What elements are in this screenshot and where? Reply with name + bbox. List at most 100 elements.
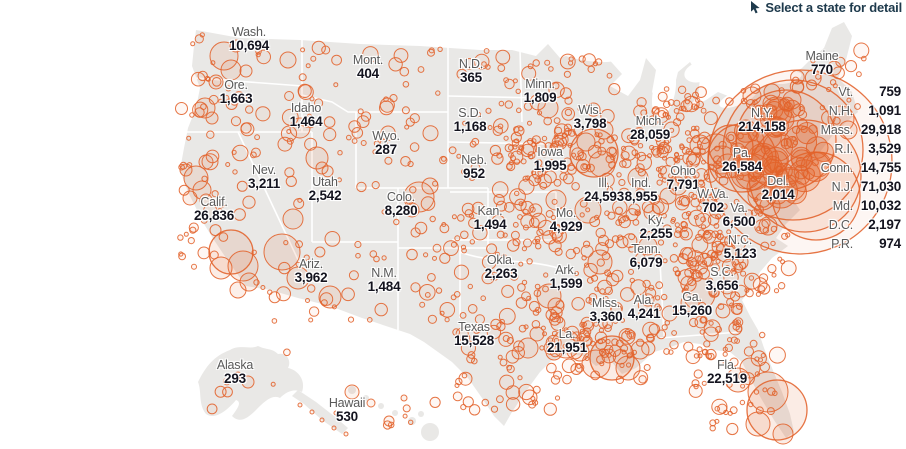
state-abbr: Ill. [598, 176, 610, 190]
side-row-dc[interactable]: D.C. 2,197 [821, 215, 901, 234]
state-label-del[interactable]: Del. 2,014 [762, 174, 795, 202]
state-value: 21,951 [546, 340, 588, 355]
state-label-iowa[interactable]: Iowa 1,995 [534, 145, 567, 173]
state-abbr: Ala. [633, 293, 655, 307]
state-value: 702 [702, 200, 724, 215]
state-value: 10,032 [860, 198, 901, 213]
state-value: 71,030 [860, 179, 901, 194]
side-row-ri[interactable]: R.I. 3,529 [821, 139, 901, 158]
state-abbr: S.D. [458, 106, 482, 120]
state-label-texas[interactable]: Texas 15,528 [454, 320, 494, 348]
state-abbr: Neb. [461, 153, 487, 167]
state-value: 4,241 [627, 306, 661, 321]
state-label-la[interactable]: La. 21,951 [547, 327, 587, 355]
state-value: 14,755 [860, 160, 901, 175]
state-abbr: Nev. [252, 163, 276, 177]
state-label-mo[interactable]: Mo. 4,929 [550, 206, 583, 234]
state-abbr: Del. [767, 174, 789, 188]
state-label-ny[interactable]: N.Y. 214,158 [738, 106, 786, 134]
state-label-pa[interactable]: Pa. 26,584 [722, 146, 762, 174]
side-row-vt[interactable]: Vt. 759 [821, 82, 901, 101]
state-label-sc[interactable]: S.C. 3,656 [706, 265, 739, 293]
state-value: 3,529 [868, 141, 901, 156]
state-label-ariz[interactable]: Ariz. 3,962 [295, 257, 328, 285]
state-label-mont[interactable]: Mont. 404 [353, 53, 383, 81]
side-row-mass[interactable]: Mass. 29,918 [820, 120, 902, 139]
state-label-okla[interactable]: Okla. 2,263 [485, 253, 518, 281]
state-label-fla[interactable]: Fla. 22,519 [707, 358, 747, 386]
state-label-ohio[interactable]: Ohio 7,791 [667, 164, 700, 192]
state-label-nev[interactable]: Nev. 3,211 [248, 163, 280, 191]
state-label-nd[interactable]: N.D. 365 [459, 57, 483, 85]
state-label-minn[interactable]: Minn. 1,809 [524, 77, 557, 105]
state-label-hawaii[interactable]: Hawaii 530 [329, 396, 366, 424]
state-label-ky[interactable]: Ky. 2,255 [640, 213, 673, 241]
state-label-calif[interactable]: Calif. 26,836 [194, 195, 234, 223]
state-abbr: W.Va. [697, 187, 729, 201]
state-abbr: Utah [312, 175, 338, 189]
state-value: 404 [357, 66, 379, 81]
state-value: 8,955 [624, 189, 658, 204]
state-value: 3,211 [247, 176, 281, 191]
state-label-ore[interactable]: Ore. 1,663 [220, 78, 253, 106]
state-value: 15,528 [453, 333, 495, 348]
state-value: 22,519 [706, 371, 748, 386]
state-value: 8,280 [384, 203, 418, 218]
state-label-kan[interactable]: Kan. 1,494 [474, 204, 507, 232]
state-abbr: Ariz. [298, 257, 324, 271]
state-label-alaska[interactable]: Alaska 293 [217, 358, 254, 386]
state-label-ill[interactable]: Ill. 24,593 [584, 176, 624, 204]
side-row-md[interactable]: Md. 10,032 [821, 196, 901, 215]
side-row-pr[interactable]: P.R. 974 [821, 234, 901, 253]
state-value: 770 [811, 62, 833, 77]
state-abbr: Ore. [224, 78, 248, 92]
state-label-nm[interactable]: N.M. 1,484 [368, 266, 401, 294]
side-row-conn[interactable]: Conn. 14,755 [820, 158, 902, 177]
state-value: 1,464 [289, 114, 323, 129]
state-abbr: P.R. [831, 236, 853, 251]
state-value: 287 [375, 142, 397, 157]
state-value: 2,263 [484, 266, 518, 281]
side-row-nj[interactable]: N.J. 71,030 [821, 177, 902, 196]
state-abbr: N.M. [371, 266, 397, 280]
cursor-icon [751, 1, 760, 14]
state-label-miss[interactable]: Miss. 3,360 [590, 296, 623, 324]
state-value: 5,123 [723, 246, 757, 261]
state-abbr: Tenn. [631, 242, 661, 256]
state-label-ind[interactable]: Ind. 8,955 [625, 176, 658, 204]
state-label-colo[interactable]: Colo. 8,280 [385, 190, 418, 218]
state-value: 1,663 [219, 91, 253, 106]
state-abbr: Mass. [820, 122, 854, 137]
state-abbr: N.H. [828, 103, 853, 118]
state-label-maine[interactable]: Maine 770 [805, 49, 838, 77]
state-abbr: Pa. [732, 146, 752, 160]
state-label-utah[interactable]: Utah 2,542 [309, 175, 342, 203]
state-label-nc[interactable]: N.C. 5,123 [724, 233, 757, 261]
state-label-idaho[interactable]: Idaho 1,464 [290, 101, 323, 129]
state-label-wyo[interactable]: Wyo. 287 [372, 129, 400, 157]
state-label-ala[interactable]: Ala. 4,241 [628, 293, 661, 321]
side-row-nh[interactable]: N.H. 1,091 [821, 101, 901, 120]
state-label-mich[interactable]: Mich. 28,059 [630, 114, 670, 142]
state-label-tenn[interactable]: Tenn. 6,079 [630, 242, 663, 270]
state-abbr: Mont. [352, 53, 384, 67]
state-label-neb[interactable]: Neb. 952 [461, 153, 487, 181]
state-abbr: Conn. [820, 160, 854, 175]
state-value: 3,656 [705, 278, 739, 293]
state-label-wva[interactable]: W.Va. 702 [697, 187, 729, 215]
state-abbr: Calif. [200, 195, 228, 209]
map-hint[interactable]: Select a state for detail [750, 0, 902, 15]
state-abbr: Mich. [635, 114, 665, 128]
state-label-va[interactable]: Va. 6,500 [723, 201, 756, 229]
state-label-ga[interactable]: Ga. 15,260 [672, 290, 712, 318]
state-label-wis[interactable]: Wis. 3,798 [574, 103, 607, 131]
state-abbr: Miss. [591, 296, 621, 310]
state-value: 1,995 [533, 158, 567, 173]
state-label-ark[interactable]: Ark. 1,599 [550, 263, 583, 291]
state-label-sd[interactable]: S.D. 1,168 [454, 106, 487, 134]
state-value: 26,836 [193, 208, 235, 223]
state-value: 1,494 [473, 217, 507, 232]
state-label-wash[interactable]: Wash. 10,694 [229, 25, 269, 53]
state-abbr: R.I. [834, 141, 853, 156]
